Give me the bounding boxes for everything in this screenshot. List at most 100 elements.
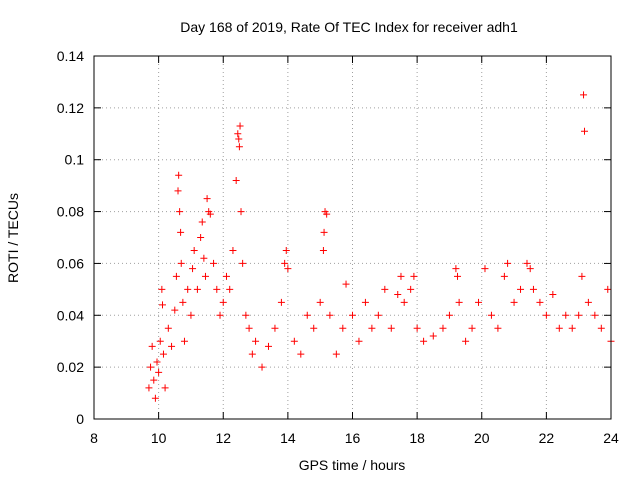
data-point [235, 135, 243, 143]
data-point [400, 298, 408, 306]
data-point [248, 350, 256, 358]
data-point [455, 298, 463, 306]
data-point [252, 337, 260, 345]
y-axis: 0 0.02 0.04 0.06 0.08 0.1 0.12 0.14 [57, 48, 611, 427]
x-tick-label: 20 [474, 430, 490, 446]
data-point [226, 285, 234, 293]
data-point [481, 265, 489, 273]
data-point [239, 259, 247, 267]
data-point [229, 246, 237, 254]
data-point [155, 368, 163, 376]
data-point [475, 298, 483, 306]
y-tick-label: 0.14 [57, 48, 84, 64]
data-point [339, 324, 347, 332]
grid-lines [94, 56, 611, 419]
data-point [236, 122, 244, 130]
data-point [175, 171, 183, 179]
data-point [452, 265, 460, 273]
data-point [604, 285, 612, 293]
data-point [320, 228, 328, 236]
data-point [189, 265, 197, 273]
data-point [454, 272, 462, 280]
data-point [536, 298, 544, 306]
x-tick-label: 24 [603, 430, 619, 446]
data-point [397, 272, 405, 280]
data-point [193, 285, 201, 293]
data-point [171, 306, 179, 314]
x-tick-label: 8 [90, 430, 98, 446]
data-point [487, 311, 495, 319]
data-point [420, 337, 428, 345]
data-point [245, 324, 253, 332]
y-tick-label: 0.06 [57, 255, 84, 271]
data-point [597, 324, 605, 332]
data-point [237, 208, 245, 216]
data-point [526, 265, 534, 273]
data-point [355, 337, 363, 345]
x-axis-label: GPS time / hours [299, 457, 406, 473]
x-tick-label: 16 [345, 430, 361, 446]
data-point [568, 324, 576, 332]
data-point [303, 311, 311, 319]
data-point [413, 324, 421, 332]
data-point [281, 259, 289, 267]
data-point [368, 324, 376, 332]
data-point [198, 218, 206, 226]
data-point [349, 311, 356, 319]
data-point [277, 298, 285, 306]
chart-title: Day 168 of 2019, Rate Of TEC Index for r… [180, 19, 518, 35]
data-point [439, 324, 447, 332]
data-point [176, 208, 184, 216]
data-point [177, 259, 185, 267]
data-point [316, 298, 324, 306]
data-point [584, 298, 592, 306]
data-point [394, 291, 402, 299]
data-point [374, 311, 382, 319]
data-point [213, 285, 221, 293]
data-point [319, 246, 327, 254]
data-point [174, 187, 182, 195]
data-point [523, 259, 531, 267]
data-point [549, 291, 557, 299]
data-point [517, 285, 525, 293]
data-point [164, 324, 172, 332]
data-point [282, 246, 290, 254]
data-point [197, 234, 205, 241]
data-point [504, 259, 512, 267]
data-point [153, 358, 161, 366]
data-point [206, 210, 214, 218]
data-point [290, 337, 298, 345]
data-point [172, 272, 180, 280]
data-point [242, 311, 250, 319]
data-point [232, 176, 240, 184]
x-tick-label: 10 [151, 430, 167, 446]
data-point [168, 342, 176, 350]
data-point [326, 311, 334, 319]
data-point [235, 143, 243, 151]
data-point [159, 301, 167, 309]
data-point [271, 324, 279, 332]
data-point [179, 298, 187, 306]
data-point [387, 324, 395, 332]
data-point [407, 285, 415, 293]
data-point [264, 342, 272, 350]
x-tick-label: 14 [280, 430, 296, 446]
y-tick-label: 0.04 [57, 307, 84, 323]
data-point [177, 228, 185, 236]
x-tick-label: 18 [409, 430, 425, 446]
data-point [201, 272, 209, 280]
data-point [219, 298, 227, 306]
data-point [332, 350, 340, 358]
x-tick-label: 22 [539, 430, 555, 446]
y-tick-label: 0 [76, 411, 84, 427]
data-point [200, 254, 208, 262]
data-point [161, 384, 169, 392]
data-point [216, 311, 224, 319]
data-point [500, 272, 508, 280]
data-point [510, 298, 518, 306]
data-point [580, 91, 588, 99]
y-tick-label: 0.08 [57, 204, 84, 220]
data-point [578, 272, 586, 280]
data-point [591, 311, 599, 319]
x-axis: 8 10 12 14 16 18 20 22 24 [90, 56, 619, 446]
